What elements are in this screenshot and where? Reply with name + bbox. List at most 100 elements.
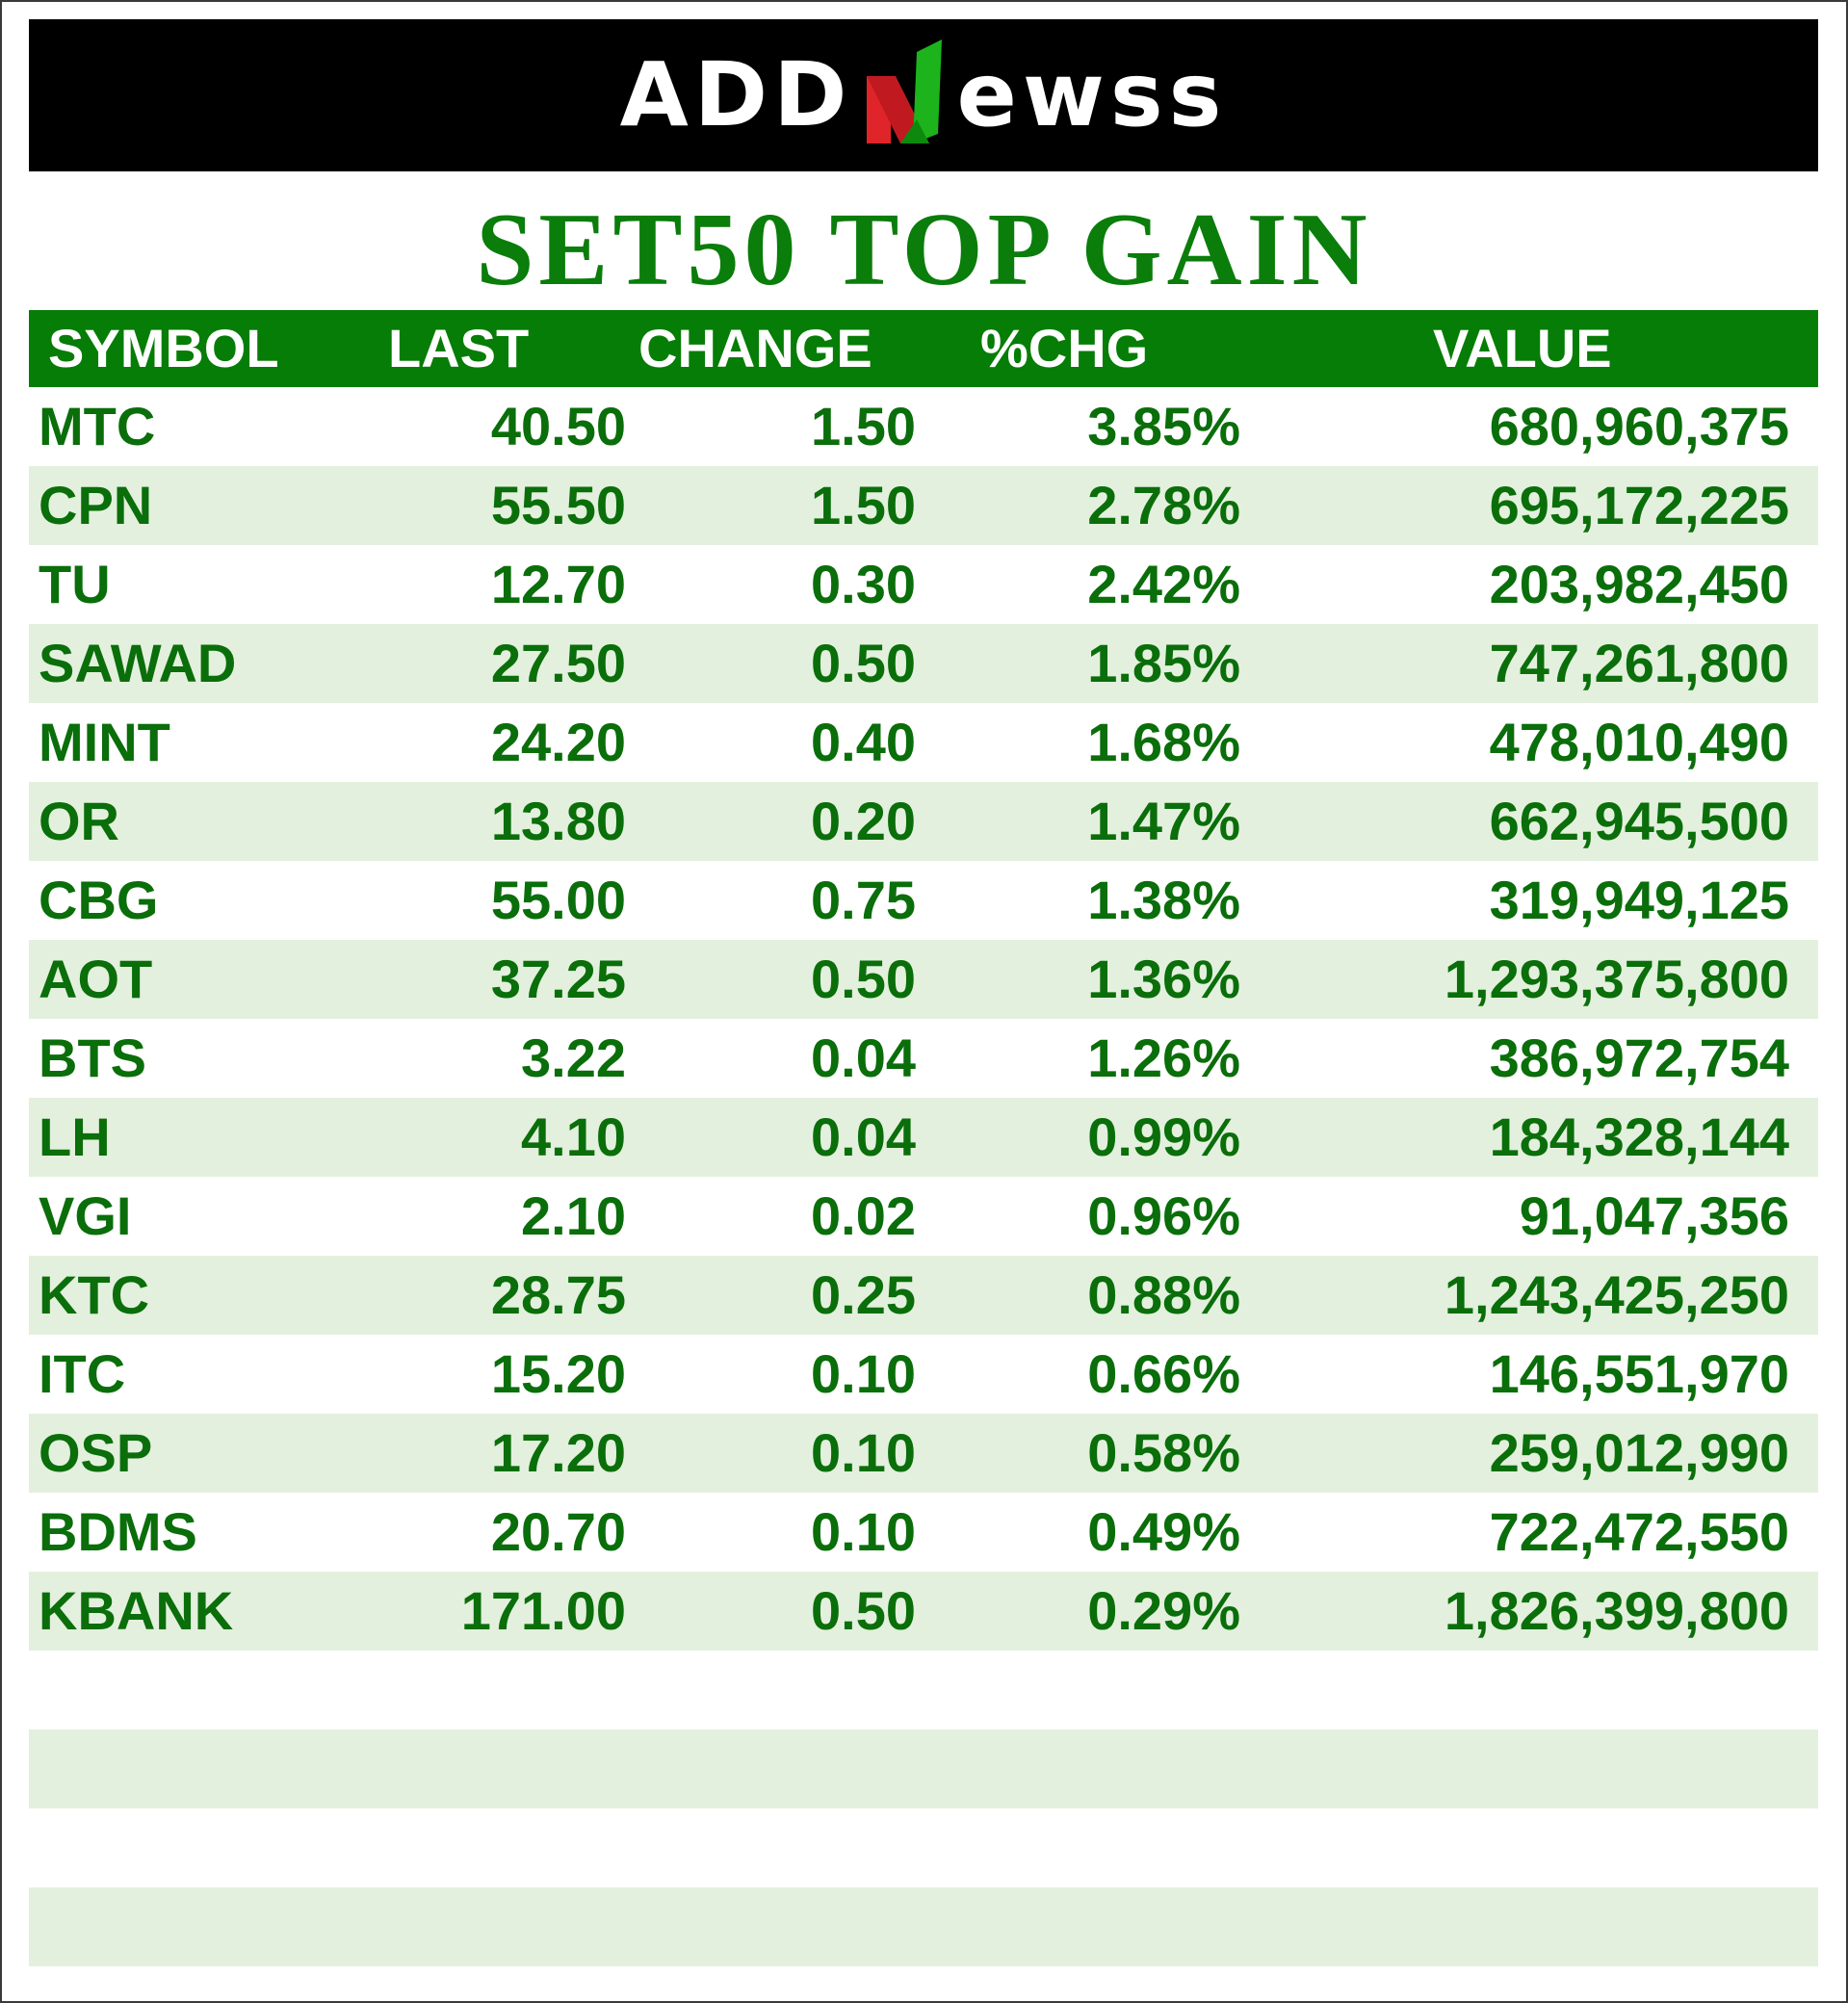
table-row: TU 12.70 0.30 2.42% 203,982,450 (29, 545, 1818, 624)
table-row: MINT 24.20 0.40 1.68% 478,010,490 (29, 703, 1818, 782)
cell-value: 1,826,399,800 (1444, 1580, 1789, 1641)
cell-value: 695,172,225 (1489, 475, 1789, 535)
cell-pct-change: 2.78% (1087, 475, 1240, 535)
header-pct-change: %CHG (980, 318, 1149, 378)
table-row: SAWAD 27.50 0.50 1.85% 747,261,800 (29, 624, 1818, 703)
cell-pct-change: 1.26% (1087, 1028, 1240, 1088)
empty-row (29, 1808, 1818, 1887)
cell-change: 0.10 (811, 1422, 916, 1483)
cell-symbol: ITC (39, 1343, 126, 1404)
cell-change: 1.50 (811, 475, 916, 535)
brand-banner: ADD ewss (29, 19, 1818, 171)
cell-last: 55.50 (490, 475, 626, 535)
cell-change: 0.10 (811, 1343, 916, 1404)
cell-change: 0.75 (811, 870, 916, 930)
cell-symbol: CBG (39, 870, 159, 930)
brand-name-left: ADD (619, 43, 853, 146)
table-row: MTC 40.50 1.50 3.85% 680,960,375 (29, 387, 1818, 466)
cell-symbol: BTS (39, 1028, 146, 1088)
cell-last: 28.75 (490, 1264, 626, 1325)
cell-last: 20.70 (490, 1501, 626, 1562)
table-row: KBANK 171.00 0.50 0.29% 1,826,399,800 (29, 1572, 1818, 1651)
cell-change: 1.50 (811, 396, 916, 456)
cell-value: 680,960,375 (1489, 396, 1789, 456)
header-value: VALUE (1433, 318, 1612, 378)
cell-last: 37.25 (490, 949, 626, 1009)
cell-value: 747,261,800 (1489, 633, 1789, 693)
cell-symbol: KTC (39, 1264, 150, 1325)
cell-change: 0.04 (811, 1106, 916, 1167)
table-row: AOT 37.25 0.50 1.36% 1,293,375,800 (29, 940, 1818, 1019)
cell-value: 319,949,125 (1489, 870, 1789, 930)
table-header: SYMBOL LAST CHANGE %CHG VALUE (29, 310, 1818, 387)
cell-last: 40.50 (490, 396, 626, 456)
cell-change: 0.30 (811, 554, 916, 614)
cell-value: 91,047,356 (1519, 1185, 1789, 1246)
table-row: ITC 15.20 0.10 0.66% 146,551,970 (29, 1335, 1818, 1414)
table-row: KTC 28.75 0.25 0.88% 1,243,425,250 (29, 1256, 1818, 1335)
cell-value: 478,010,490 (1489, 712, 1789, 772)
cell-symbol: OSP (39, 1422, 153, 1483)
cell-pct-change: 0.29% (1087, 1580, 1240, 1641)
cell-pct-change: 1.38% (1087, 870, 1240, 930)
table-row: OR 13.80 0.20 1.47% 662,945,500 (29, 782, 1818, 861)
header-last: LAST (388, 318, 530, 378)
cell-symbol: CPN (39, 475, 153, 535)
page-title: SET50 TOP GAIN (476, 193, 1372, 307)
cell-last: 55.00 (490, 870, 626, 930)
cell-value: 1,293,375,800 (1444, 949, 1789, 1009)
header-symbol: SYMBOL (48, 318, 279, 378)
empty-row (29, 1887, 1818, 1966)
cell-value: 146,551,970 (1489, 1343, 1789, 1404)
table-row: BTS 3.22 0.04 1.26% 386,972,754 (29, 1019, 1818, 1098)
cell-change: 0.20 (811, 791, 916, 851)
cell-last: 4.10 (521, 1106, 626, 1167)
empty-row (29, 1651, 1818, 1730)
cell-value: 662,945,500 (1489, 791, 1789, 851)
cell-value: 386,972,754 (1489, 1028, 1789, 1088)
cell-pct-change: 3.85% (1087, 396, 1240, 456)
cell-symbol: MINT (39, 712, 170, 772)
cell-value: 1,243,425,250 (1444, 1264, 1789, 1325)
brand-n-mark-icon (866, 39, 942, 143)
cell-symbol: SAWAD (39, 633, 237, 693)
cell-change: 0.50 (811, 633, 916, 693)
table-row: OSP 17.20 0.10 0.58% 259,012,990 (29, 1414, 1818, 1493)
cell-value: 722,472,550 (1489, 1501, 1789, 1562)
cell-symbol: BDMS (39, 1501, 197, 1562)
cell-last: 2.10 (521, 1185, 626, 1246)
cell-last: 13.80 (490, 791, 626, 851)
cell-change: 0.02 (811, 1185, 916, 1246)
cell-symbol: VGI (39, 1185, 132, 1246)
cell-symbol: AOT (39, 949, 153, 1009)
cell-symbol: OR (39, 791, 119, 851)
cell-pct-change: 2.42% (1087, 554, 1240, 614)
cell-pct-change: 1.47% (1087, 791, 1240, 851)
cell-pct-change: 1.68% (1087, 712, 1240, 772)
cell-change: 0.50 (811, 949, 916, 1009)
cell-pct-change: 0.49% (1087, 1501, 1240, 1562)
cell-pct-change: 0.66% (1087, 1343, 1240, 1404)
table-row: CBG 55.00 0.75 1.38% 319,949,125 (29, 861, 1818, 940)
cell-pct-change: 0.58% (1087, 1422, 1240, 1483)
cell-value: 259,012,990 (1489, 1422, 1789, 1483)
empty-row (29, 1730, 1818, 1808)
cell-last: 15.20 (490, 1343, 626, 1404)
cell-last: 3.22 (521, 1028, 626, 1088)
cell-pct-change: 0.88% (1087, 1264, 1240, 1325)
table-body: MTC 40.50 1.50 3.85% 680,960,375 CPN 55.50 1.50… (29, 387, 1818, 1651)
brand-name-right: ewss (956, 43, 1228, 146)
cell-change: 0.40 (811, 712, 916, 772)
cell-pct-change: 1.85% (1087, 633, 1240, 693)
cell-last: 171.00 (460, 1580, 626, 1641)
cell-last: 12.70 (490, 554, 626, 614)
cell-value: 203,982,450 (1489, 554, 1789, 614)
cell-change: 0.10 (811, 1501, 916, 1562)
cell-last: 24.20 (490, 712, 626, 772)
cell-last: 27.50 (490, 633, 626, 693)
table-row: CPN 55.50 1.50 2.78% 695,172,225 (29, 466, 1818, 545)
cell-change: 0.04 (811, 1028, 916, 1088)
cell-symbol: MTC (39, 396, 156, 456)
table-row: LH 4.10 0.04 0.99% 184,328,144 (29, 1098, 1818, 1177)
